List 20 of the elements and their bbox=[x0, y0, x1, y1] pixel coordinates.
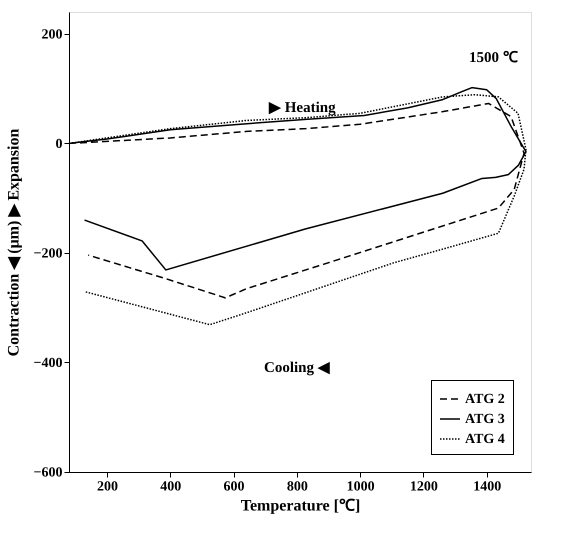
annotation: 1500 ℃ bbox=[469, 50, 518, 66]
y-axis-title: Contraction ◀ (μm) ▶ Expansion bbox=[6, 128, 23, 356]
x-axis-title: Temperature [℃] bbox=[240, 498, 360, 514]
y-tick-label: −600 bbox=[34, 466, 62, 480]
y-tick-label: −400 bbox=[34, 356, 62, 371]
legend-label: ATG 2 bbox=[465, 392, 505, 407]
annotation: ▶ Heating bbox=[268, 100, 336, 116]
legend-label: ATG 4 bbox=[465, 432, 505, 447]
y-tick-label: 200 bbox=[42, 27, 62, 42]
x-tick-label: 800 bbox=[286, 480, 308, 494]
legend-label: ATG 3 bbox=[465, 412, 505, 427]
y-tick-label: −200 bbox=[34, 246, 62, 262]
x-tick-label: 600 bbox=[224, 480, 245, 494]
x-tick-label: 400 bbox=[160, 480, 182, 494]
annotation: Cooling ◀ bbox=[264, 360, 330, 376]
x-tick-label: 1200 bbox=[410, 480, 438, 494]
x-tick-label: 1400 bbox=[473, 480, 502, 494]
x-tick-label: 1000 bbox=[346, 480, 375, 494]
x-tick-label: 200 bbox=[96, 480, 118, 494]
y-tick-label: 0 bbox=[56, 136, 62, 152]
